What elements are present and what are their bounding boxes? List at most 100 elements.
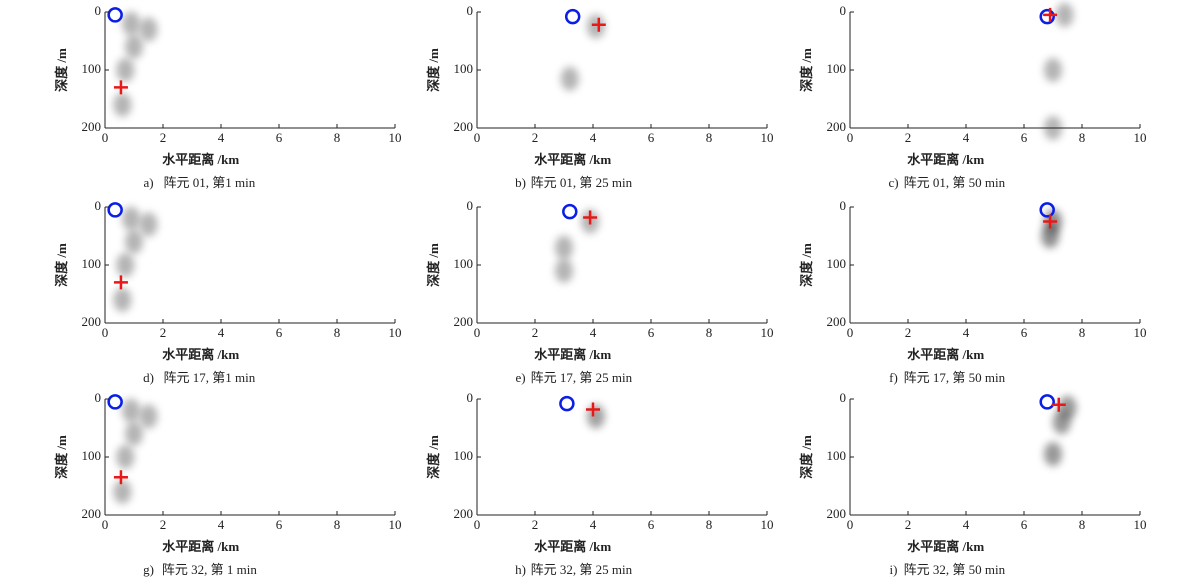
y-axis-label: 深度 /m bbox=[799, 243, 814, 287]
panel-caption: 阵元 17, 第 50 min bbox=[904, 370, 1006, 385]
x-tick-label: 10 bbox=[1134, 325, 1147, 340]
panel-caption: 阵元 01, 第 25 min bbox=[531, 175, 633, 190]
x-axis-label: 水平距离 /km bbox=[534, 152, 611, 167]
y-axis-label: 深度 /m bbox=[799, 48, 814, 92]
true-position bbox=[559, 395, 575, 412]
y-axis-label: 深度 /m bbox=[799, 435, 814, 479]
x-axis-label: 水平距离 /km bbox=[162, 539, 239, 554]
panel-label: b) bbox=[515, 175, 526, 190]
panel-label: i) bbox=[890, 562, 898, 577]
y-tick-label: 200 bbox=[454, 506, 474, 521]
x-tick-label: 2 bbox=[160, 325, 167, 340]
true-position bbox=[107, 202, 123, 218]
estimated-position bbox=[583, 210, 598, 225]
estimated-position bbox=[586, 402, 600, 417]
y-tick-label: 200 bbox=[827, 506, 847, 521]
x-tick-label: 4 bbox=[218, 130, 225, 145]
panel-label: d) bbox=[143, 370, 154, 385]
y-axis-label: 深度 /m bbox=[54, 435, 69, 479]
y-axis-label: 深度 /m bbox=[426, 435, 441, 479]
intensity-blob bbox=[122, 206, 141, 231]
intensity-blob bbox=[1055, 2, 1074, 27]
x-tick-label: 8 bbox=[334, 130, 341, 145]
x-tick-label: 2 bbox=[905, 517, 912, 532]
panel-caption: 阵元 32, 第 25 min bbox=[531, 562, 633, 577]
x-tick-label: 10 bbox=[761, 130, 774, 145]
intensity-blob bbox=[1052, 410, 1071, 435]
x-axis-label: 水平距离 /km bbox=[907, 539, 984, 554]
panel-caption: 阵元 01, 第 50 min bbox=[904, 175, 1006, 190]
x-tick-label: 6 bbox=[276, 130, 283, 145]
panel-caption: 阵元 32, 第 1 min bbox=[162, 562, 257, 577]
x-tick-label: 4 bbox=[590, 325, 597, 340]
true-position bbox=[1039, 394, 1055, 410]
intensity-blob bbox=[122, 11, 141, 36]
y-tick-label: 100 bbox=[827, 448, 847, 463]
intensity-blob bbox=[1041, 224, 1060, 248]
x-tick-label: 0 bbox=[847, 517, 854, 532]
panel-caption: 阵元 17, 第1 min bbox=[164, 370, 256, 385]
x-tick-label: 6 bbox=[276, 517, 283, 532]
x-tick-label: 6 bbox=[648, 517, 655, 532]
x-tick-label: 8 bbox=[334, 517, 341, 532]
x-axis-label: 水平距离 /km bbox=[162, 152, 239, 167]
y-tick-label: 200 bbox=[82, 119, 102, 134]
estimated-position bbox=[113, 80, 128, 95]
x-tick-label: 2 bbox=[532, 130, 539, 145]
panel-label: h) bbox=[515, 562, 526, 577]
x-tick-label: 4 bbox=[590, 517, 597, 532]
y-tick-label: 0 bbox=[467, 198, 474, 213]
intensity-blob bbox=[113, 92, 132, 117]
y-axis-label: 深度 /m bbox=[54, 243, 69, 287]
y-tick-label: 0 bbox=[840, 198, 847, 213]
x-tick-label: 8 bbox=[1079, 517, 1086, 532]
x-tick-label: 0 bbox=[102, 517, 109, 532]
y-tick-label: 100 bbox=[82, 448, 102, 463]
y-tick-label: 100 bbox=[82, 256, 102, 271]
x-tick-label: 2 bbox=[532, 517, 539, 532]
x-tick-label: 8 bbox=[706, 517, 713, 532]
true-position bbox=[107, 394, 123, 410]
panel-label: g) bbox=[143, 562, 154, 577]
y-tick-label: 200 bbox=[454, 314, 474, 329]
y-tick-label: 0 bbox=[840, 3, 847, 18]
intensity-blob bbox=[555, 258, 573, 283]
estimated-position bbox=[113, 275, 128, 290]
x-tick-label: 0 bbox=[474, 130, 481, 145]
x-tick-label: 6 bbox=[1021, 130, 1028, 145]
x-tick-label: 4 bbox=[963, 325, 970, 340]
y-tick-label: 0 bbox=[95, 198, 102, 213]
x-tick-label: 0 bbox=[474, 325, 481, 340]
x-tick-label: 8 bbox=[1079, 130, 1086, 145]
x-tick-label: 0 bbox=[474, 517, 481, 532]
true-position bbox=[1039, 202, 1055, 218]
panel-label: f) bbox=[889, 370, 898, 385]
x-tick-label: 8 bbox=[1079, 325, 1086, 340]
x-tick-label: 10 bbox=[1134, 130, 1147, 145]
intensity-blob bbox=[116, 445, 135, 469]
y-axis-label: 深度 /m bbox=[54, 48, 69, 92]
intensity-blob bbox=[139, 17, 158, 42]
intensity-blob bbox=[586, 404, 605, 429]
x-axis-label: 水平距离 /km bbox=[534, 347, 611, 362]
y-tick-label: 200 bbox=[82, 314, 102, 329]
intensity-blob bbox=[113, 479, 132, 504]
y-tick-label: 100 bbox=[827, 256, 847, 271]
true-position bbox=[1039, 8, 1055, 25]
x-tick-label: 10 bbox=[389, 325, 402, 340]
x-tick-label: 6 bbox=[1021, 517, 1028, 532]
y-tick-label: 200 bbox=[82, 506, 102, 521]
estimated-position bbox=[1051, 397, 1066, 412]
x-tick-label: 2 bbox=[160, 517, 167, 532]
y-tick-label: 0 bbox=[467, 3, 474, 18]
true-position bbox=[107, 7, 123, 23]
x-tick-label: 0 bbox=[102, 325, 109, 340]
x-tick-label: 10 bbox=[389, 517, 402, 532]
x-tick-label: 6 bbox=[1021, 325, 1028, 340]
x-tick-label: 4 bbox=[963, 130, 970, 145]
true-position bbox=[562, 203, 578, 220]
x-tick-label: 4 bbox=[218, 325, 225, 340]
x-tick-label: 10 bbox=[761, 517, 774, 532]
x-tick-label: 8 bbox=[334, 325, 341, 340]
intensity-blob bbox=[586, 14, 605, 39]
